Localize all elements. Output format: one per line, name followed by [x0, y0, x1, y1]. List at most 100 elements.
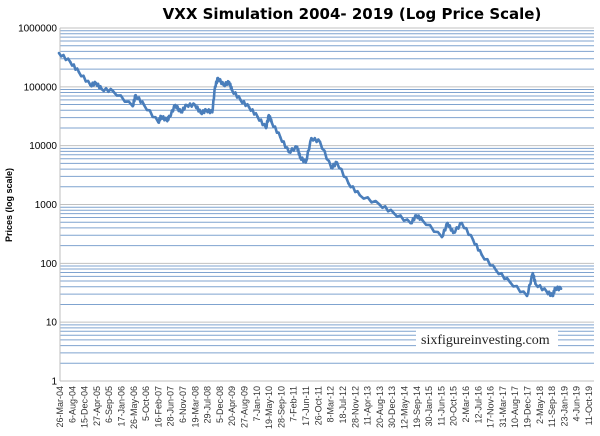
data-point	[554, 286, 557, 290]
x-tick-label: 2-Mar-16	[461, 386, 471, 423]
x-tick-label: 26-May-06	[129, 386, 139, 429]
data-point	[142, 103, 146, 107]
x-tick-label: 6-Aug-04	[67, 386, 77, 423]
y-tick-label: 1000	[35, 200, 58, 211]
data-point	[508, 280, 512, 284]
data-point	[264, 126, 268, 130]
data-point	[89, 83, 92, 87]
data-point	[247, 105, 251, 109]
data-point	[278, 135, 282, 139]
x-tick-label: 4-Jun-19	[572, 386, 582, 422]
data-point	[287, 150, 291, 154]
data-point	[57, 51, 61, 55]
x-tick-label: 20-Apr-09	[227, 386, 237, 426]
x-tick-label: 28-Sep-10	[276, 386, 286, 428]
data-point	[157, 120, 160, 124]
data-point	[77, 70, 81, 74]
x-tick-label: 27-Apr-05	[92, 386, 102, 426]
data-point	[318, 140, 322, 144]
data-point	[210, 110, 214, 114]
x-tick-label: 28-Nov-12	[350, 386, 360, 428]
x-tick-label: 16-Feb-07	[153, 386, 163, 428]
x-tick-label: 11-Apr-13	[363, 386, 373, 425]
y-tick-label: 10000	[29, 141, 57, 152]
data-point	[358, 193, 362, 197]
x-tick-label: 19-May-10	[264, 386, 274, 429]
x-tick-label: 2-May-18	[535, 386, 545, 424]
watermark: sixfigureinvesting.com	[416, 329, 558, 349]
data-point	[545, 290, 549, 293]
x-tick-label: 29-Jul-08	[203, 386, 213, 424]
x-tick-label: 18-Jul-12	[338, 386, 348, 424]
data-point	[270, 120, 274, 124]
data-point	[551, 294, 554, 298]
x-tick-label: 30-Jan-15	[424, 386, 434, 427]
data-point	[179, 110, 183, 114]
data-point	[295, 145, 299, 149]
y-tick-label: 100	[40, 259, 57, 270]
x-tick-label: 12-Jul-16	[473, 386, 483, 424]
x-tick-label: 6-Sep-05	[104, 386, 114, 423]
data-point	[440, 235, 444, 239]
y-axis-label: Prices (log scale)	[4, 168, 14, 242]
data-point	[392, 211, 396, 215]
data-point	[480, 253, 483, 257]
x-tick-label: 17-Nov-16	[486, 386, 496, 428]
data-point	[347, 181, 350, 185]
data-point	[159, 115, 163, 118]
x-tick-label: 11-Oct-19	[584, 386, 594, 425]
y-tick-label: 1	[51, 377, 57, 388]
x-tick-label: 10-Aug-17	[510, 386, 520, 428]
x-tick-label: 20-Oct-15	[449, 386, 459, 426]
data-point	[420, 218, 424, 222]
data-point	[471, 238, 475, 242]
data-point	[193, 103, 197, 107]
data-point	[446, 221, 449, 225]
y-tick-label: 100000	[24, 82, 58, 93]
x-tick-label: 11-Sep-18	[547, 386, 557, 427]
data-point	[409, 221, 412, 225]
x-tick-label: 7-Jan-10	[252, 386, 262, 422]
data-point	[213, 85, 217, 89]
data-point	[415, 214, 418, 217]
data-point	[525, 294, 529, 298]
x-tick-label: 20-Aug-13	[375, 386, 385, 428]
x-tick-label: 26-Oct-11	[313, 386, 323, 425]
data-point	[69, 60, 72, 64]
y-tick-labels: 1 10 100 1000 10000 100000 1000000	[18, 24, 57, 388]
x-tick-label: 11-Jun-15	[436, 386, 446, 426]
data-point	[531, 271, 535, 275]
data-point	[267, 113, 271, 117]
x-tick-label: 15-Dec-04	[80, 386, 90, 428]
series	[57, 51, 563, 298]
x-tick-label: 27-Aug-09	[240, 386, 250, 428]
x-tick-label: 12-May-14	[399, 386, 409, 429]
x-tick-label: 26-Mar-04	[55, 386, 65, 428]
data-point	[335, 161, 339, 164]
gridlines	[59, 27, 594, 382]
data-point	[216, 76, 220, 80]
data-point	[378, 203, 381, 206]
watermark-box	[416, 329, 558, 349]
data-point	[230, 88, 234, 92]
data-point	[256, 115, 259, 119]
x-tick-label: 23-Jan-19	[559, 386, 569, 427]
data-point	[227, 80, 231, 84]
data-point	[239, 98, 242, 102]
data-point	[222, 83, 225, 87]
data-point	[451, 231, 455, 235]
x-tick-label: 6-Nov-07	[178, 386, 188, 423]
data-point	[298, 155, 302, 159]
data-point	[329, 166, 333, 170]
x-tick-labels: 26-Mar-04 6-Aug-04 15-Dec-04 27-Apr-05 6-Sep…	[55, 386, 594, 429]
data-point	[310, 136, 313, 140]
data-point	[131, 104, 134, 108]
x-tick-label: 28-Jun-07	[166, 386, 176, 427]
data-point	[168, 115, 171, 119]
data-point	[173, 103, 177, 107]
x-tick-label: 5-Oct-06	[141, 386, 151, 421]
x-tick-label: 17-Jun-11	[301, 386, 311, 426]
x-tick-label: 30-Dec-13	[387, 386, 397, 428]
data-point	[494, 268, 498, 272]
